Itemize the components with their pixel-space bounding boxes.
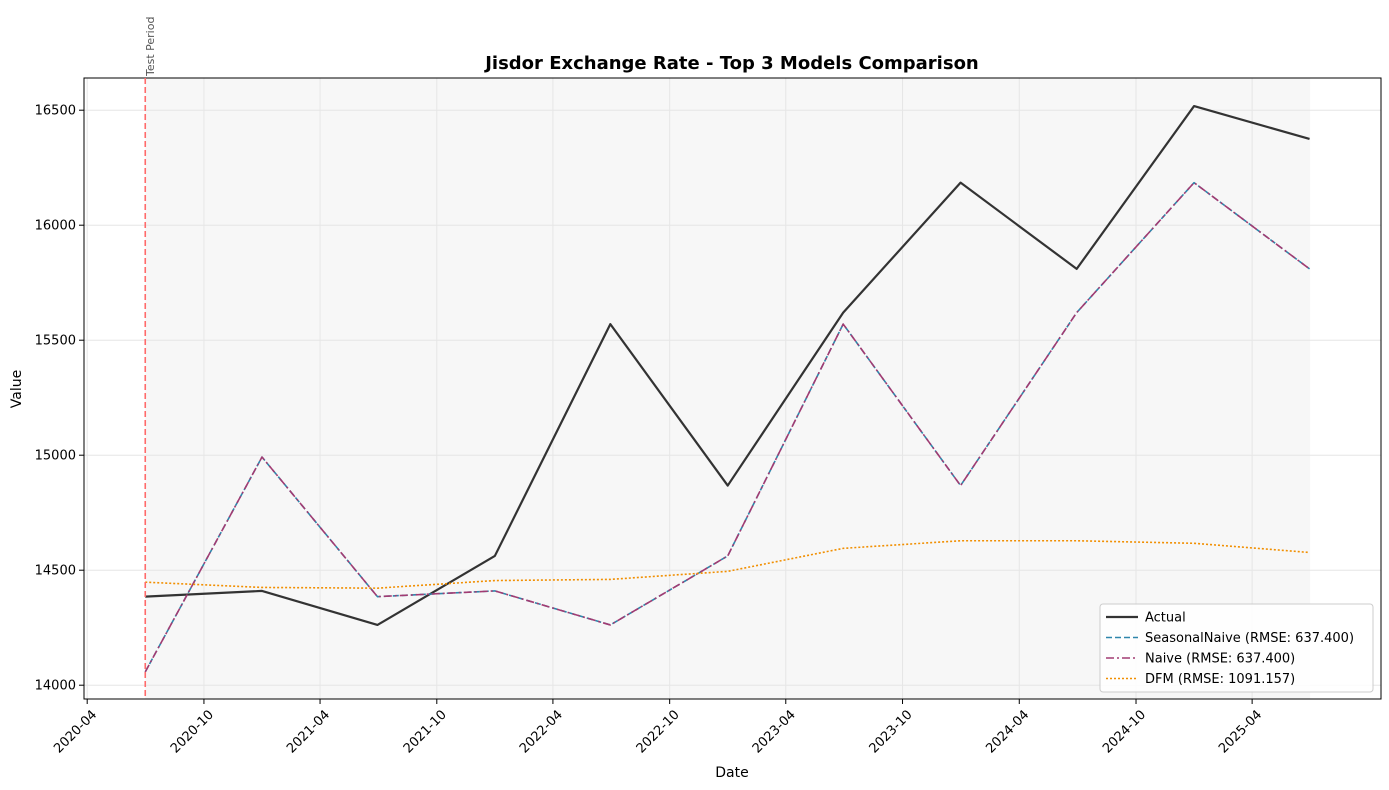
y-axis: 14000 14500 15000 15500 16000 16500: [35, 104, 84, 694]
y-tick-label: 14000: [35, 679, 76, 694]
y-tick-label: 14500: [35, 564, 76, 579]
y-axis-label: Value: [9, 370, 25, 408]
legend-label-0: Actual: [1145, 611, 1186, 626]
test-period-label: Test Period: [144, 17, 157, 77]
y-tick-label: 16500: [35, 104, 76, 119]
series-line-0: [145, 104, 1310, 627]
x-axis-label: Date: [715, 765, 748, 781]
legend-label-3: DFM (RMSE: 1091.157): [1145, 672, 1295, 687]
plot-frame: [83, 77, 1382, 700]
y-tick-label: 16000: [35, 219, 76, 234]
chart-title: Jisdor Exchange Rate - Top 3 Models Comp…: [483, 53, 979, 74]
series-line-2: [144, 181, 1311, 673]
grid: [84, 78, 1381, 699]
legend-box: [1099, 603, 1374, 693]
series-line-3: [145, 539, 1310, 589]
legend: Actual SeasonalNaive (RMSE: 637.400) Naive…: [1099, 603, 1374, 693]
series-layer: [144, 104, 1311, 673]
legend-label-2: Naive (RMSE: 637.400): [1145, 652, 1295, 667]
legend-label-1: SeasonalNaive (RMSE: 637.400): [1145, 631, 1354, 646]
test-period-shade: [145, 78, 1311, 699]
y-tick-label: 15000: [35, 449, 76, 464]
y-tick-label: 15500: [35, 334, 76, 349]
